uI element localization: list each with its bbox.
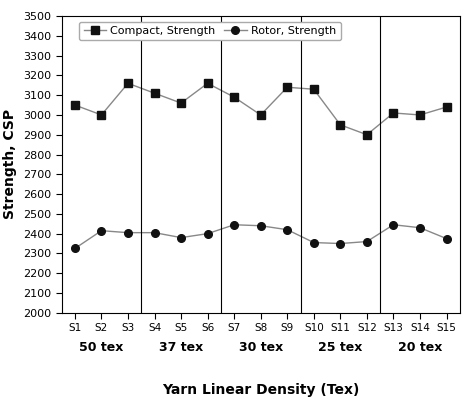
Compact, Strength: [72, 103, 78, 107]
Rotor, Strength: [444, 236, 449, 241]
Rotor, Strength: [258, 223, 264, 228]
Compact, Strength: [152, 91, 157, 95]
Rotor, Strength: [337, 241, 343, 246]
Compact, Strength: [311, 87, 317, 92]
Rotor, Strength: [178, 235, 184, 240]
Rotor, Strength: [152, 230, 157, 235]
Compact, Strength: [231, 95, 237, 99]
Rotor, Strength: [391, 222, 396, 227]
Text: 50 tex: 50 tex: [79, 341, 124, 354]
Legend: Compact, Strength, Rotor, Strength: Compact, Strength, Rotor, Strength: [79, 22, 341, 41]
Rotor, Strength: [99, 228, 104, 233]
Text: Yarn Linear Density (Tex): Yarn Linear Density (Tex): [162, 383, 359, 397]
Rotor, Strength: [72, 246, 78, 251]
Rotor, Strength: [417, 225, 423, 230]
Compact, Strength: [364, 132, 370, 137]
Compact, Strength: [391, 111, 396, 115]
Compact, Strength: [205, 81, 210, 86]
Compact, Strength: [417, 113, 423, 117]
Line: Compact, Strength: Compact, Strength: [71, 79, 450, 139]
Rotor, Strength: [205, 231, 210, 236]
Rotor, Strength: [284, 227, 290, 232]
Compact, Strength: [178, 101, 184, 105]
Text: 30 tex: 30 tex: [238, 341, 283, 354]
Compact, Strength: [125, 81, 131, 86]
Rotor, Strength: [125, 230, 131, 235]
Text: 25 tex: 25 tex: [318, 341, 363, 354]
Compact, Strength: [99, 113, 104, 117]
Rotor, Strength: [231, 222, 237, 227]
Line: Rotor, Strength: Rotor, Strength: [71, 221, 450, 252]
Rotor, Strength: [311, 240, 317, 245]
Text: 20 tex: 20 tex: [398, 341, 442, 354]
Rotor, Strength: [364, 239, 370, 244]
Compact, Strength: [444, 105, 449, 109]
Compact, Strength: [337, 122, 343, 127]
Text: 37 tex: 37 tex: [159, 341, 203, 354]
Y-axis label: Strength, CSP: Strength, CSP: [3, 109, 18, 219]
Compact, Strength: [258, 113, 264, 117]
Compact, Strength: [284, 85, 290, 90]
